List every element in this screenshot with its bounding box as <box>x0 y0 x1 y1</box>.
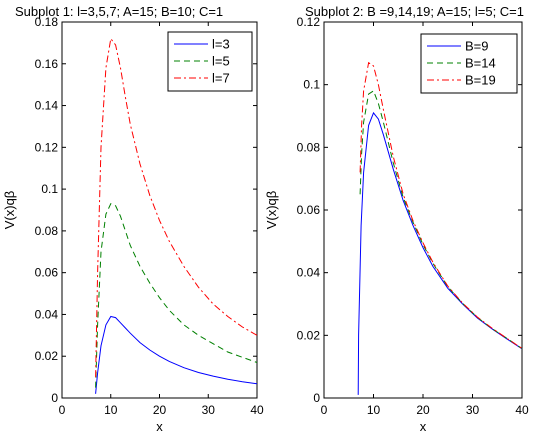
legend-entry: l=3 <box>212 37 230 52</box>
legend-entry: B=9 <box>465 39 489 54</box>
y-axis-label: V(x)qβ <box>264 191 279 230</box>
y-tick-label: 0.06 <box>35 266 59 280</box>
y-tick-label: 0.04 <box>297 266 321 280</box>
subplot-title: Subplot 1: l=3,5,7; A=15; B=10; C=1 <box>15 4 223 19</box>
x-tick-label: 0 <box>59 403 66 417</box>
x-tick-label: 0 <box>321 403 328 417</box>
y-tick-label: 0.08 <box>35 224 59 238</box>
x-tick-label: 30 <box>466 403 480 417</box>
legend-entry: B=19 <box>465 73 496 88</box>
y-tick-label: 0.1 <box>303 78 320 92</box>
legend: l=3 l=5 l=7 <box>167 31 253 92</box>
x-tick-label: 20 <box>416 403 430 417</box>
legend-entry: l=5 <box>212 54 230 69</box>
y-tick-label: 0.14 <box>35 99 59 113</box>
series-line-B=19 <box>359 61 523 349</box>
series-line-l=3 <box>95 315 258 394</box>
x-axis-label: x <box>156 419 163 434</box>
x-axis-label: x <box>420 419 427 434</box>
subplot-2: 0 10 20 30 40 0 0.02 0.04 0.06 0.08 0.1 0.12 B=9 B=14… <box>264 4 529 434</box>
y-tick-label: 0.06 <box>297 203 321 217</box>
y-tick-label: 0.18 <box>35 15 59 29</box>
subplot-1: 0 10 20 30 40 0 0.02 0.04 0.06 0.08 0.1 0.12 0.14 0.1… <box>2 4 264 434</box>
x-tick-label: 40 <box>515 403 529 417</box>
y-tick-label: 0 <box>313 391 320 405</box>
y-tick-label: 0.02 <box>35 349 59 363</box>
series-line-l=5 <box>95 203 258 388</box>
y-tick-label: 0.08 <box>297 140 321 154</box>
legend-entry: B=14 <box>465 56 496 71</box>
x-tick-label: 30 <box>202 403 216 417</box>
legend-box <box>167 31 253 92</box>
y-tick-label: 0.16 <box>35 57 59 71</box>
x-tick-label: 10 <box>367 403 381 417</box>
y-tick-label: 0.12 <box>297 15 321 29</box>
x-tick-label: 10 <box>104 403 118 417</box>
series-line-l=7 <box>95 37 258 378</box>
y-tick-label: 0.1 <box>41 182 58 196</box>
y-tick-label: 0.02 <box>297 328 321 342</box>
y-axis-label: V(x)qβ <box>2 191 17 230</box>
x-tick-label: 40 <box>250 403 264 417</box>
legend: B=9 B=14 B=19 <box>420 33 518 94</box>
x-tick-label: 20 <box>153 403 167 417</box>
y-tick-label: 0 <box>51 391 58 405</box>
legend-entry: l=7 <box>212 71 230 86</box>
subplot-title: Subplot 2: B =9,14,19; A=15; l=5; C=1 <box>305 4 524 19</box>
y-tick-label: 0.04 <box>35 307 59 321</box>
y-tick-label: 0.12 <box>35 140 59 154</box>
